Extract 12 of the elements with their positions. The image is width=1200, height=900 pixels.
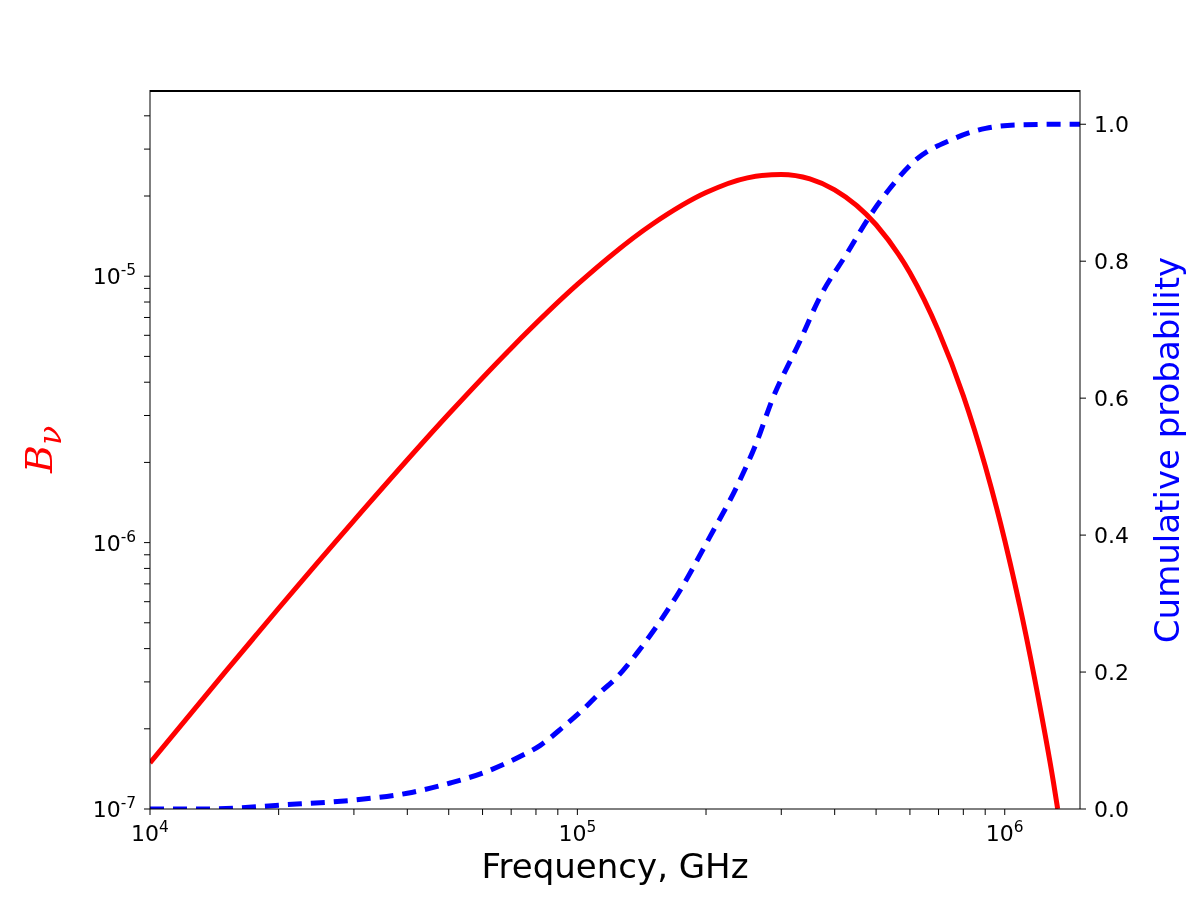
y2-tick-label: 0.2 — [1094, 660, 1129, 686]
y2-axis-title: Cumulative probability — [1147, 256, 1187, 643]
y2-tick-label: 0.8 — [1094, 249, 1129, 275]
x-axis-title: Frequency, GHz — [480, 846, 750, 886]
y-tick-label: 10$^{-5}$ — [92, 261, 136, 290]
x-tick-label: 10$^{5}$ — [558, 818, 597, 846]
y-tick-label: 10$^{-6}$ — [92, 527, 136, 556]
x-tick-label: 10$^{6}$ — [985, 818, 1024, 846]
y2-tick-label: 0.4 — [1094, 523, 1129, 549]
y2-tick-label: 0.0 — [1094, 797, 1129, 822]
y2-tick-label: 1.0 — [1094, 112, 1129, 138]
y2-tick-label: 0.6 — [1094, 386, 1129, 412]
